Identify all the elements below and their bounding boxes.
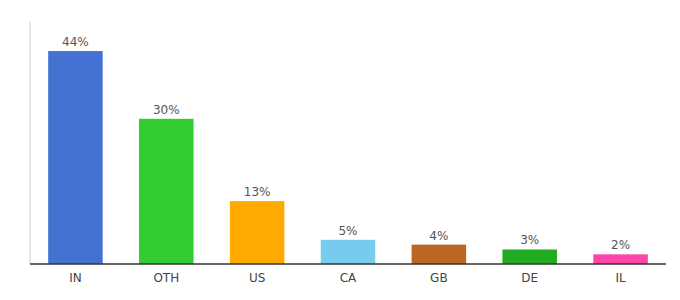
x-axis-line <box>30 263 666 265</box>
chart: IN OTH US CA GB DE IL 44% 30% 13% 5% 4% 3% 2% <box>0 0 680 300</box>
x-tick-label: US <box>249 271 265 285</box>
chart-container: IN OTH US CA GB DE IL 44% 30% 13% 5% 4% 3% 2% <box>0 0 680 300</box>
y-axis-line <box>30 22 31 264</box>
data-label: 5% <box>338 224 357 238</box>
bar <box>48 51 103 264</box>
x-tick-label: CA <box>340 271 357 285</box>
data-label: 3% <box>520 233 539 247</box>
x-tick-label: IN <box>69 271 82 285</box>
data-label: 44% <box>62 35 89 49</box>
x-tick-label: IL <box>615 271 626 285</box>
bar <box>139 119 194 264</box>
bar <box>593 254 648 264</box>
data-label: 13% <box>244 185 271 199</box>
bar <box>502 249 557 264</box>
x-tick-label: OTH <box>153 271 179 285</box>
bar <box>230 201 285 264</box>
bars <box>48 51 648 264</box>
page: {"chart_data": {"type": "bar", "categori… <box>0 0 680 300</box>
data-label: 30% <box>153 103 180 117</box>
bar <box>412 245 467 264</box>
data-label: 2% <box>611 238 630 252</box>
x-tick-label: DE <box>521 271 538 285</box>
data-label: 4% <box>429 229 448 243</box>
bar <box>321 240 376 264</box>
x-tick-label: GB <box>430 271 448 285</box>
